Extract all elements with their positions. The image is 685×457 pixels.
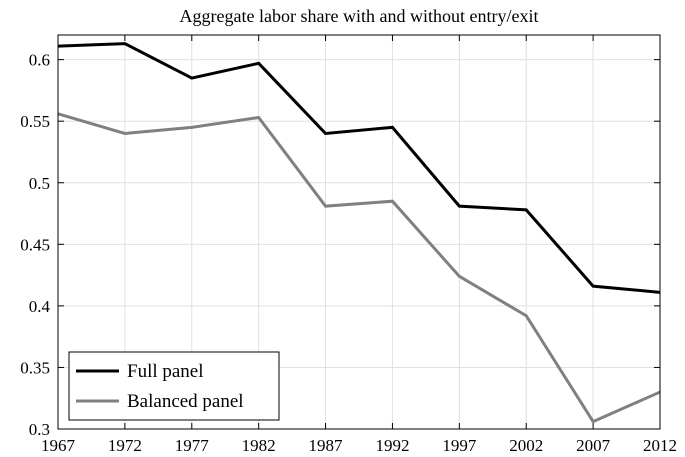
x-tick-label: 1987 xyxy=(309,436,344,455)
x-tick-label: 1977 xyxy=(175,436,210,455)
x-tick-label: 1972 xyxy=(108,436,142,455)
y-tick-label: 0.6 xyxy=(29,51,50,70)
series-line xyxy=(57,42,661,294)
legend-label: Full panel xyxy=(127,361,204,382)
grid xyxy=(57,35,661,430)
legend-box xyxy=(68,351,280,421)
y-tick-label: 0.3 xyxy=(29,420,50,439)
x-tick-label: 2002 xyxy=(509,436,543,455)
series-line xyxy=(57,112,661,424)
x-tick-label: 1982 xyxy=(242,436,276,455)
plot-frame xyxy=(57,34,661,430)
y-tick-label: 0.45 xyxy=(20,235,50,254)
y-tick-label: 0.35 xyxy=(20,358,50,377)
x-tick-label: 2012 xyxy=(643,436,677,455)
y-tick-label: 0.4 xyxy=(29,297,51,316)
x-tick-label: 1967 xyxy=(41,436,76,455)
x-tick-label: 1997 xyxy=(442,436,477,455)
x-tick-label: 2007 xyxy=(576,436,611,455)
legend-label: Balanced panel xyxy=(127,391,244,412)
x-tick-label: 1992 xyxy=(375,436,409,455)
y-tick-label: 0.55 xyxy=(20,112,50,131)
y-tick-label: 0.5 xyxy=(29,174,50,193)
chart-title: Aggregate labor share with and without e… xyxy=(180,6,539,26)
